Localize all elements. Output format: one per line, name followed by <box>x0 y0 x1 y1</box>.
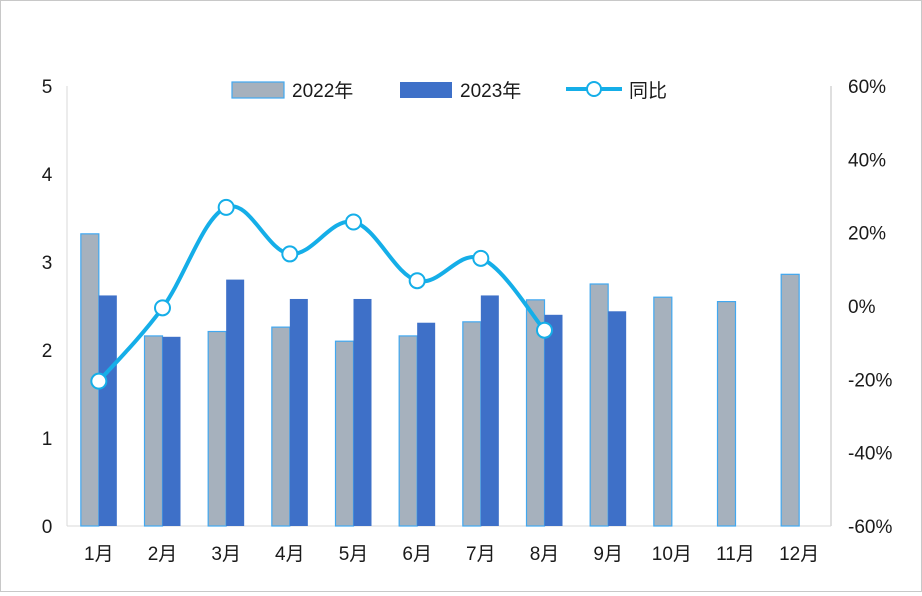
x-tick-label: 3月 <box>211 544 241 565</box>
x-tick-label: 6月 <box>402 544 432 565</box>
bar-2023 <box>544 314 563 526</box>
yoy-point <box>408 272 426 290</box>
yoy-point <box>345 213 362 231</box>
bar-2022 <box>398 335 418 527</box>
y-left-tick-label: 0 <box>42 517 53 538</box>
bar-2022 <box>462 321 482 527</box>
bar-2023 <box>353 298 372 526</box>
legend: 2022年 2023年 同比 <box>231 80 667 102</box>
bar-2022 <box>653 296 673 527</box>
bar-2023 <box>226 279 245 526</box>
bar-2022 <box>780 273 800 527</box>
bar-2022 <box>207 330 227 527</box>
y-right-tick-label: 20% <box>848 224 886 245</box>
x-tick-label: 5月 <box>339 544 369 565</box>
bar-2023 <box>98 295 117 526</box>
y-left-tick-label: 2 <box>42 341 53 362</box>
bar-2023 <box>162 336 181 526</box>
y-left-tick-label: 5 <box>42 77 53 98</box>
bar-2023 <box>417 322 436 526</box>
x-tick-label: 1月 <box>84 544 114 565</box>
bar-2023 <box>289 298 308 526</box>
legend-label-2022: 2022年 <box>292 80 353 102</box>
bar-2022 <box>271 326 291 527</box>
y-right-tick-label: 40% <box>848 150 886 171</box>
bar-2023 <box>608 311 627 526</box>
y-left-tick-label: 4 <box>42 165 53 186</box>
yoy-point <box>536 321 553 339</box>
y-right-tick-label: -60% <box>848 517 892 538</box>
yoy-point <box>154 299 171 317</box>
y-right-tick-label: 60% <box>848 77 886 98</box>
y-right-tick-label: -40% <box>848 444 892 465</box>
x-tick-label: 9月 <box>593 544 623 565</box>
x-tick-label: 12月 <box>779 544 819 565</box>
yoy-line-layer <box>90 198 553 390</box>
y-left-tick-label: 3 <box>42 253 53 274</box>
x-tick-label: 11月 <box>716 544 755 565</box>
yoy-point <box>90 372 108 390</box>
yoy-point <box>217 198 235 216</box>
bar-2022 <box>334 340 355 527</box>
legend-swatch-2023 <box>400 82 452 98</box>
legend-label-2023: 2023年 <box>460 80 521 102</box>
x-tick-label: 10月 <box>652 544 692 565</box>
yoy-point <box>281 245 299 263</box>
legend-marker-yoy <box>586 81 602 97</box>
legend-label-yoy: 同比 <box>629 80 667 102</box>
x-tick-label: 8月 <box>530 544 560 565</box>
x-tick-label: 2月 <box>148 544 178 565</box>
axes <box>66 86 832 527</box>
yoy-point <box>472 249 490 267</box>
tick-labels: 0 1 2 3 4 5 -60% -40% -20% 0% 20% 40% 60% 1月 2月 3月 4月 5月 6… <box>42 77 893 565</box>
bar-2022 <box>716 301 737 527</box>
yoy-line <box>96 204 547 384</box>
y-right-tick-label: -20% <box>848 370 892 391</box>
y-right-tick-label: 0% <box>848 297 876 318</box>
bar-2023 <box>480 295 499 526</box>
legend-swatch-2022 <box>231 81 285 99</box>
x-tick-label: 7月 <box>466 544 496 565</box>
y-left-tick-label: 1 <box>42 429 53 450</box>
bar-2022 <box>589 283 609 527</box>
x-tick-label: 4月 <box>275 544 305 565</box>
bars-layer <box>80 233 800 527</box>
bar-2022 <box>143 335 164 527</box>
